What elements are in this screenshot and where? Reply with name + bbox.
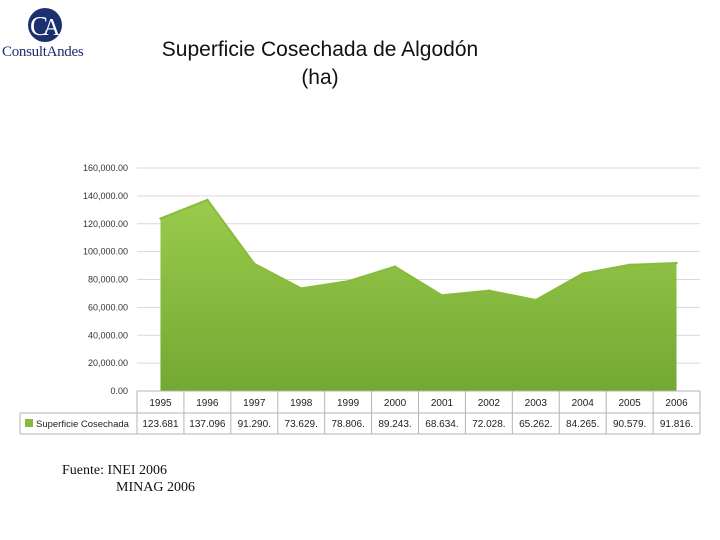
y-tick-label: 60,000.00	[88, 302, 128, 312]
y-tick-label: 40,000.00	[88, 330, 128, 340]
x-tick-label: 1995	[149, 398, 172, 409]
data-label: 68.634.	[425, 419, 458, 430]
x-tick-label: 1996	[196, 398, 219, 409]
data-label: 91.816.	[660, 419, 693, 430]
data-label: 78.806.	[331, 419, 364, 430]
data-label: 89.243.	[378, 419, 411, 430]
ca-monogram-icon: C A	[28, 8, 62, 42]
consultandes-logo: C A ConsultAndes	[0, 2, 100, 64]
data-point	[253, 262, 256, 265]
legend-series-name: Superficie Cosechada	[36, 419, 130, 430]
data-label: 123.681	[142, 419, 179, 430]
data-label: 72.028.	[472, 419, 505, 430]
data-label: 91.290.	[238, 419, 271, 430]
data-label: 137.096	[189, 419, 226, 430]
x-tick-label: 2000	[384, 398, 407, 409]
data-label: 73.629.	[285, 419, 318, 430]
series-area	[160, 199, 677, 391]
x-tick-label: 2004	[572, 398, 595, 409]
x-tick-label: 2005	[619, 398, 642, 409]
y-tick-label: 160,000.00	[83, 163, 128, 173]
y-tick-label: 140,000.00	[83, 191, 128, 201]
data-point	[300, 287, 303, 290]
x-tick-label: 2003	[525, 398, 548, 409]
data-point	[581, 272, 584, 275]
y-tick-label: 120,000.00	[83, 219, 128, 229]
svg-text:A: A	[43, 15, 61, 41]
area-chart: 0.00 20,000.00 40,000.00 60,000.00 80,000.00…	[19, 163, 701, 435]
data-point	[675, 261, 678, 265]
x-tick-label: 2006	[665, 398, 688, 409]
x-tick-label: 1997	[243, 398, 266, 409]
data-point	[206, 198, 209, 202]
x-tick-label: 2001	[431, 398, 454, 409]
x-tick-label: 2002	[478, 398, 501, 409]
series-line	[160, 198, 677, 302]
title-line-1: Superficie Cosechada de Algodón	[161, 38, 479, 61]
source-note: Fuente: INEI 2006 MINAG 2006	[62, 462, 195, 496]
title-line-2: (ha)	[301, 66, 339, 89]
data-point	[393, 265, 397, 268]
source-line-2: MINAG 2006	[116, 480, 195, 495]
legend-swatch	[25, 419, 33, 427]
x-tick-label: 1999	[337, 398, 360, 409]
data-point	[346, 280, 350, 283]
data-point	[440, 294, 444, 297]
y-tick-label: 0.00	[110, 386, 128, 396]
page-title: Superficie Cosechada de Algodón (ha)	[120, 36, 520, 92]
y-tick-label: 100,000.00	[83, 247, 128, 257]
logo-name: ConsultAndes	[2, 44, 84, 60]
y-tick-label: 80,000.00	[88, 275, 128, 285]
data-point	[628, 263, 631, 266]
data-point	[159, 217, 162, 220]
data-label: 90.579.	[613, 419, 646, 430]
data-label: 84.265.	[566, 419, 599, 430]
y-tick-label: 20,000.00	[88, 358, 128, 368]
data-label: 65.262.	[519, 419, 552, 430]
x-tick-label: 1998	[290, 398, 313, 409]
source-line-1: Fuente: INEI 2006	[62, 463, 167, 478]
svg-text:C: C	[30, 11, 48, 41]
data-point	[534, 298, 537, 302]
data-point	[487, 289, 491, 292]
